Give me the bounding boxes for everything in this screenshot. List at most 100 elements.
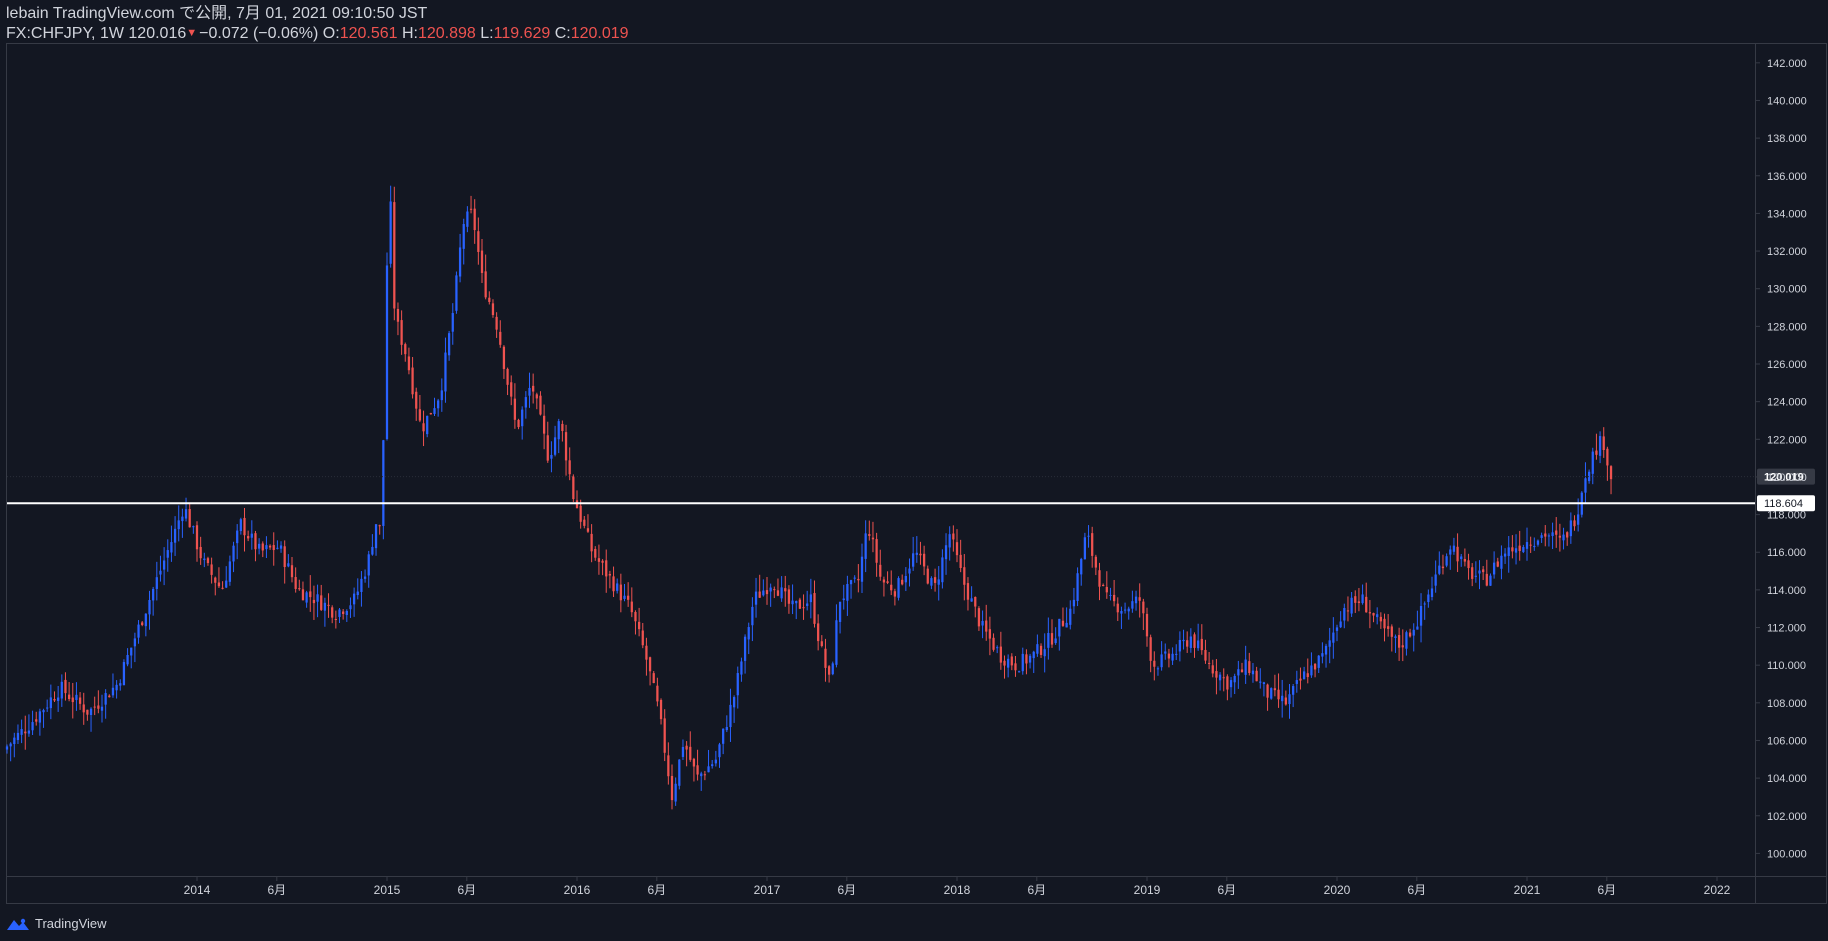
candle-down [1091,533,1094,556]
candle-down [1167,653,1171,659]
candle-up [681,746,685,757]
candle-down [1273,688,1277,691]
candle-up [1109,594,1112,596]
candle-up [1127,608,1130,612]
price-tick-label: 136.000 [1767,171,1807,183]
candle-up [279,545,283,549]
time-tick-label: 6月 [837,883,856,897]
candle-up [948,534,951,548]
candle-up [791,600,794,605]
candle-down [586,528,590,532]
candle-up [864,533,867,559]
candle-down [1102,584,1105,587]
candle-up [1076,573,1079,601]
candle-down [1105,586,1108,593]
candle-up [451,313,454,332]
candle-down [393,202,396,309]
candle-up [447,333,451,356]
time-tick-label: 6月 [1027,883,1046,897]
candle-up [1131,601,1134,609]
candle-up [1065,622,1068,628]
candle-down [685,745,688,750]
candle-down [82,704,85,713]
candle-down [484,271,487,298]
candle-down [1014,663,1017,671]
candle-up [1043,649,1046,657]
price-axis[interactable]: 100.000 102.000 104.000 106.000 108.000 110.0… [1755,58,1807,861]
candle-down [247,536,250,539]
candle-down [513,398,517,420]
candle-down [1248,661,1251,673]
price-tick-label: 120.000 [1767,472,1807,484]
down-arrow-icon: ▼ [186,27,198,39]
candle-up [1292,686,1295,695]
candle-down [827,666,831,675]
candle-up [1218,674,1222,681]
candle-up [1262,682,1266,685]
candle-down [813,593,816,624]
candle-up [89,708,93,716]
candle-up [1054,638,1057,644]
candle-down [630,601,633,613]
candle-down [1138,597,1141,601]
candle-down [977,608,981,627]
candle-down [1226,676,1229,690]
candle-down [637,621,641,630]
candle-up [1474,575,1477,577]
time-tick-label: 6月 [1407,883,1426,897]
candle-down [86,709,89,715]
candle-up [250,533,253,538]
candle-down [342,611,345,615]
candle-down [1149,637,1152,661]
candle-up [305,592,308,603]
time-tick-label: 6月 [267,883,286,897]
time-axis[interactable]: 2014 6月 2015 6月 2016 6月 2017 6月 2018 6月 2019 6月 2020… [184,876,1731,897]
candle-up [678,759,681,786]
candle-down [758,591,761,598]
candle-down [221,587,224,589]
candle-up [1295,680,1298,684]
candle-up [137,624,140,638]
candle-down [535,394,538,399]
candle-down [210,564,213,575]
candle-down [261,543,264,551]
candle-down [1207,662,1211,664]
candle-down [765,590,769,595]
candle-down [298,588,301,590]
candle-down [71,697,74,703]
candle-down [495,316,498,330]
candle-down [1061,620,1065,626]
close-label: C: [554,25,571,42]
chart-pane [6,43,1827,904]
candle-down [283,546,286,568]
symbol-label: FX:CHFJPY, 1W [6,25,124,42]
footer-brand[interactable]: TradingView [6,916,107,931]
candle-down [1544,533,1547,537]
price-tick-label: 106.000 [1767,735,1807,747]
candle-down [214,577,217,583]
candle-down [320,595,323,610]
symbol-legend[interactable]: FX:CHFJPY, 1W 120.016▼ −0.072 (−0.06%) O:… [6,24,629,43]
candle-down [217,582,221,587]
candle-down [1566,532,1569,538]
price-tick-label: 138.000 [1767,133,1807,145]
candle-up [363,576,367,579]
candle-down [517,419,520,428]
candle-down [1003,660,1006,666]
candle-down [922,553,926,567]
candle-down [890,584,893,591]
candle-down [590,533,593,552]
time-tick-label: 6月 [457,883,476,897]
price-tick-label: 102.000 [1767,811,1807,823]
candle-down [1204,649,1207,661]
candle-up [1160,654,1163,668]
price-tick-label: 132.000 [1767,246,1807,258]
candle-up [466,211,469,227]
candle-up [912,553,915,567]
candle-down [1098,570,1101,587]
open-label: O: [322,25,340,42]
candle-down [787,589,791,604]
candle-up [1021,653,1024,672]
candle-down [1383,618,1386,629]
